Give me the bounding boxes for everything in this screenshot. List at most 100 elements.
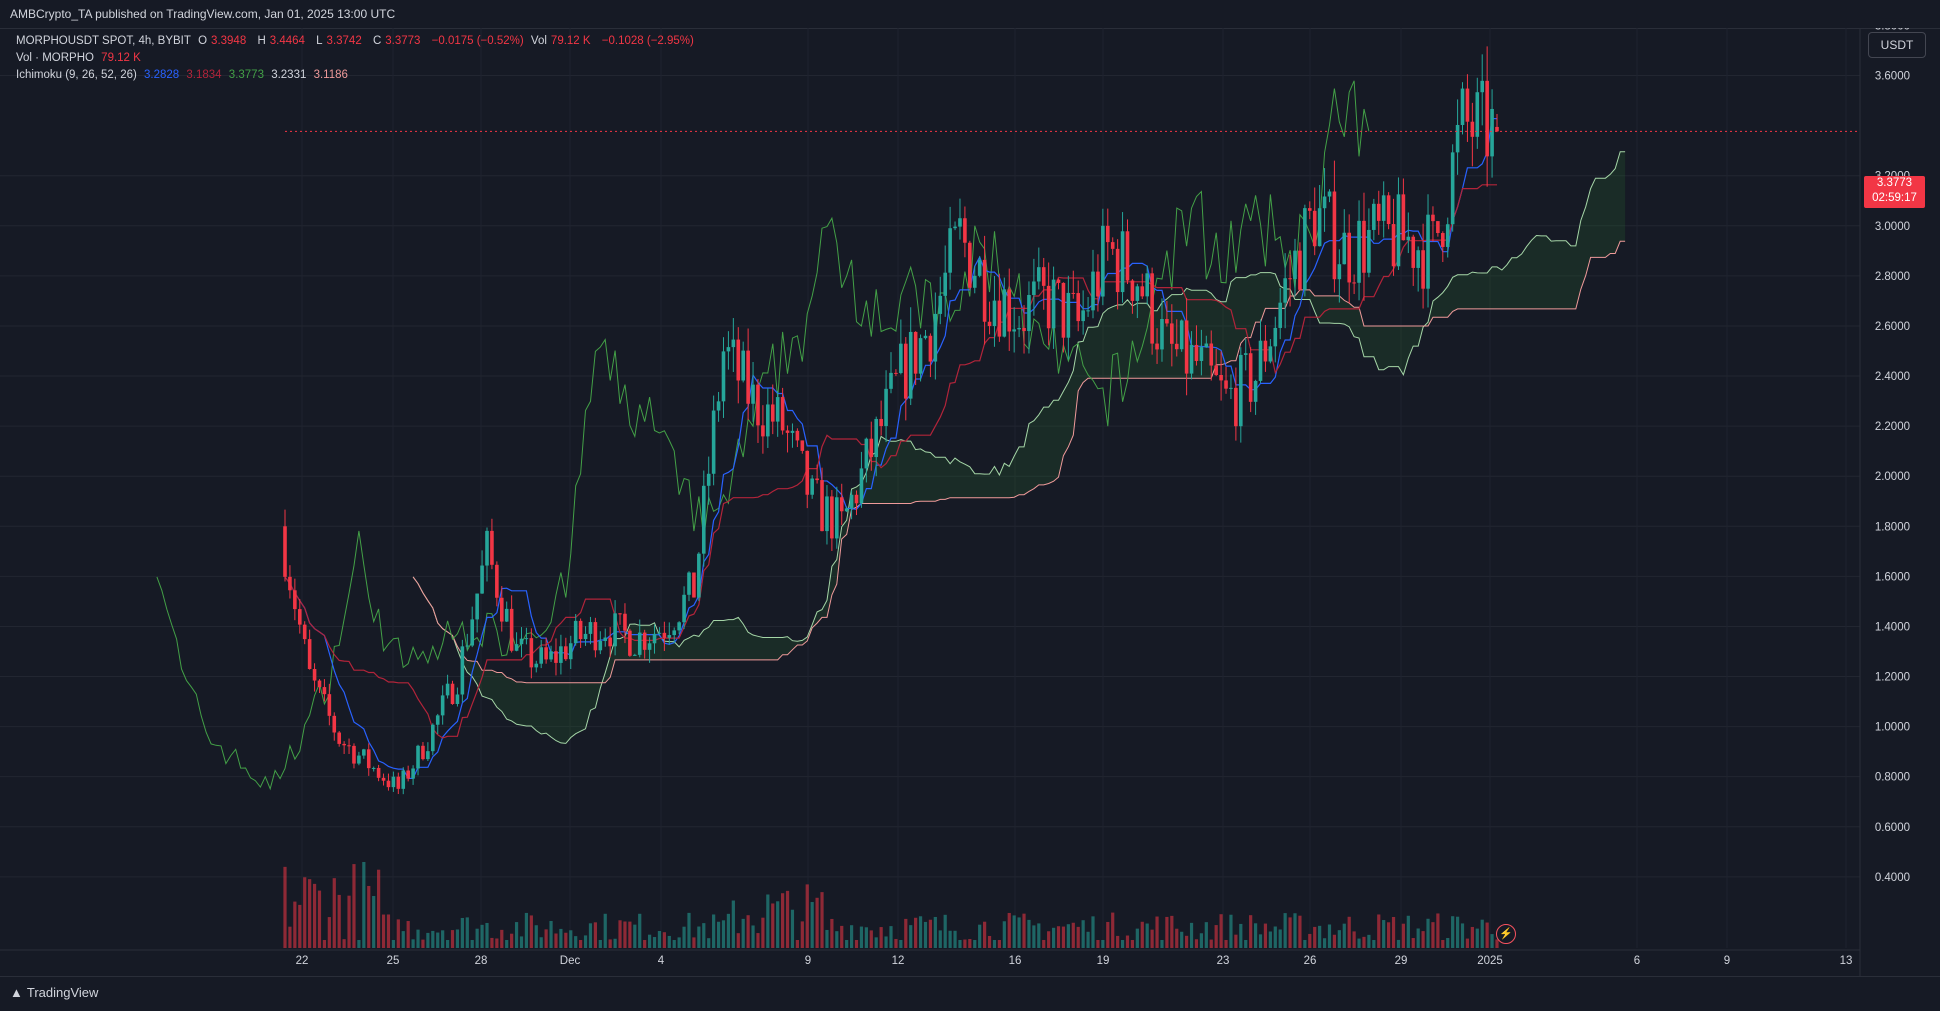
candle-body [366, 749, 371, 769]
candle-body [835, 497, 839, 539]
candle-body [790, 430, 795, 433]
volume-bar [928, 919, 933, 948]
volume-bar [716, 921, 721, 948]
volume-bar [317, 890, 322, 948]
candle-body [1061, 282, 1066, 338]
volume-bar [431, 930, 435, 948]
volume-bar [495, 938, 499, 948]
candle-body [953, 226, 957, 229]
candle-body [554, 651, 558, 663]
candle-body [1416, 250, 1420, 268]
candle-body [1017, 327, 1021, 330]
volume-bar [1130, 940, 1135, 948]
price-chart[interactable]: 3.80003.60003.20003.00002.80002.60002.40… [0, 28, 1940, 976]
price-tick-label: 0.6000 [1875, 822, 1910, 834]
volume-bar [1101, 940, 1105, 948]
candle-body [534, 663, 539, 668]
candle-body [652, 633, 657, 644]
span-b-line [412, 240, 1626, 684]
last-price-value: 3.3773 [1876, 177, 1913, 189]
volume-bar [357, 940, 361, 948]
volume-bar [1431, 922, 1435, 948]
candle-body [770, 404, 775, 422]
candle-body [426, 751, 430, 760]
volume-bar [1047, 931, 1051, 948]
volume-bar [781, 893, 785, 948]
volume-bar [1042, 939, 1046, 948]
candle-body [1189, 344, 1194, 374]
time-tick-label: 28 [475, 955, 488, 967]
volume-bar [490, 937, 494, 948]
volume-bar [731, 900, 735, 948]
candle-body [830, 496, 834, 539]
volume-bar [973, 940, 977, 948]
candle-body [371, 767, 376, 769]
volume-bar [854, 940, 859, 948]
volume-bar [736, 933, 740, 948]
candle-body [1465, 88, 1470, 122]
ichimoku-row: Ichimoku (9, 26, 52, 26) 3.2828 3.1834 3… [16, 67, 698, 84]
candle-body [982, 259, 987, 322]
volume-bar [332, 878, 336, 948]
volume-bar [303, 877, 307, 948]
volume-bar [1421, 931, 1425, 948]
time-tick-label: 16 [1009, 955, 1022, 967]
candle-body [401, 770, 406, 789]
candle-body [908, 331, 913, 399]
candle-body [317, 680, 322, 688]
volume-bar [657, 931, 662, 948]
time-tick-label: 25 [387, 955, 400, 967]
candle-body [1160, 319, 1164, 350]
price-tick-label: 3.8000 [1875, 28, 1910, 32]
candle-body [1027, 294, 1031, 332]
currency-button[interactable]: USDT [1868, 32, 1926, 58]
candle-body [928, 335, 933, 362]
candle-body [1037, 267, 1041, 282]
bottom-bar: ▲ TradingView [0, 976, 1940, 1011]
last-price-tag: 3.3773 02:59:17 [1864, 176, 1925, 208]
candle-body [997, 300, 1002, 337]
candle-body [825, 496, 829, 532]
volume-bar [1298, 915, 1302, 948]
volume-bar [347, 895, 351, 948]
volume-bar [958, 940, 962, 948]
price-axis: 3.80003.60003.20003.00002.80002.60002.40… [1859, 28, 1910, 976]
candle-body [884, 388, 888, 427]
volume-bar [564, 932, 568, 948]
volume-bar [1283, 913, 1287, 948]
candle-body [1288, 278, 1292, 280]
volume-bar [909, 925, 913, 948]
price-tick-label: 1.8000 [1875, 521, 1910, 533]
candle-body [820, 480, 824, 532]
volume-bar [1460, 923, 1465, 948]
volume-bar [1096, 940, 1100, 948]
candle-body [628, 630, 632, 656]
volume-bar [948, 930, 952, 948]
volume-bar [342, 939, 346, 948]
bolt-icon[interactable]: ⚡ [1496, 924, 1516, 944]
candle-body [302, 624, 307, 640]
candle-body [1470, 121, 1475, 137]
volume-bar [1155, 916, 1159, 948]
volume-bar [628, 921, 632, 948]
volume-bar [381, 914, 386, 948]
volume-bar [475, 928, 479, 948]
candle-body [480, 565, 484, 594]
time-tick-label: 4 [658, 955, 665, 967]
candle-body [1307, 208, 1312, 211]
volume-bar [702, 923, 706, 948]
candle-body [968, 242, 972, 288]
volume-bar [1017, 917, 1021, 948]
candle-body [376, 767, 381, 778]
volume-bar [904, 918, 908, 948]
candle-body [1421, 250, 1425, 289]
volume-bar [1056, 926, 1061, 948]
candle-body [1184, 320, 1189, 374]
volume-bar [933, 916, 937, 948]
volume-bar [441, 930, 445, 948]
bar-countdown: 02:59:17 [1872, 192, 1917, 204]
volume-bar [583, 935, 588, 948]
time-tick-label: 19 [1097, 955, 1110, 967]
candle-body [421, 745, 425, 760]
candle-body [1426, 214, 1430, 289]
